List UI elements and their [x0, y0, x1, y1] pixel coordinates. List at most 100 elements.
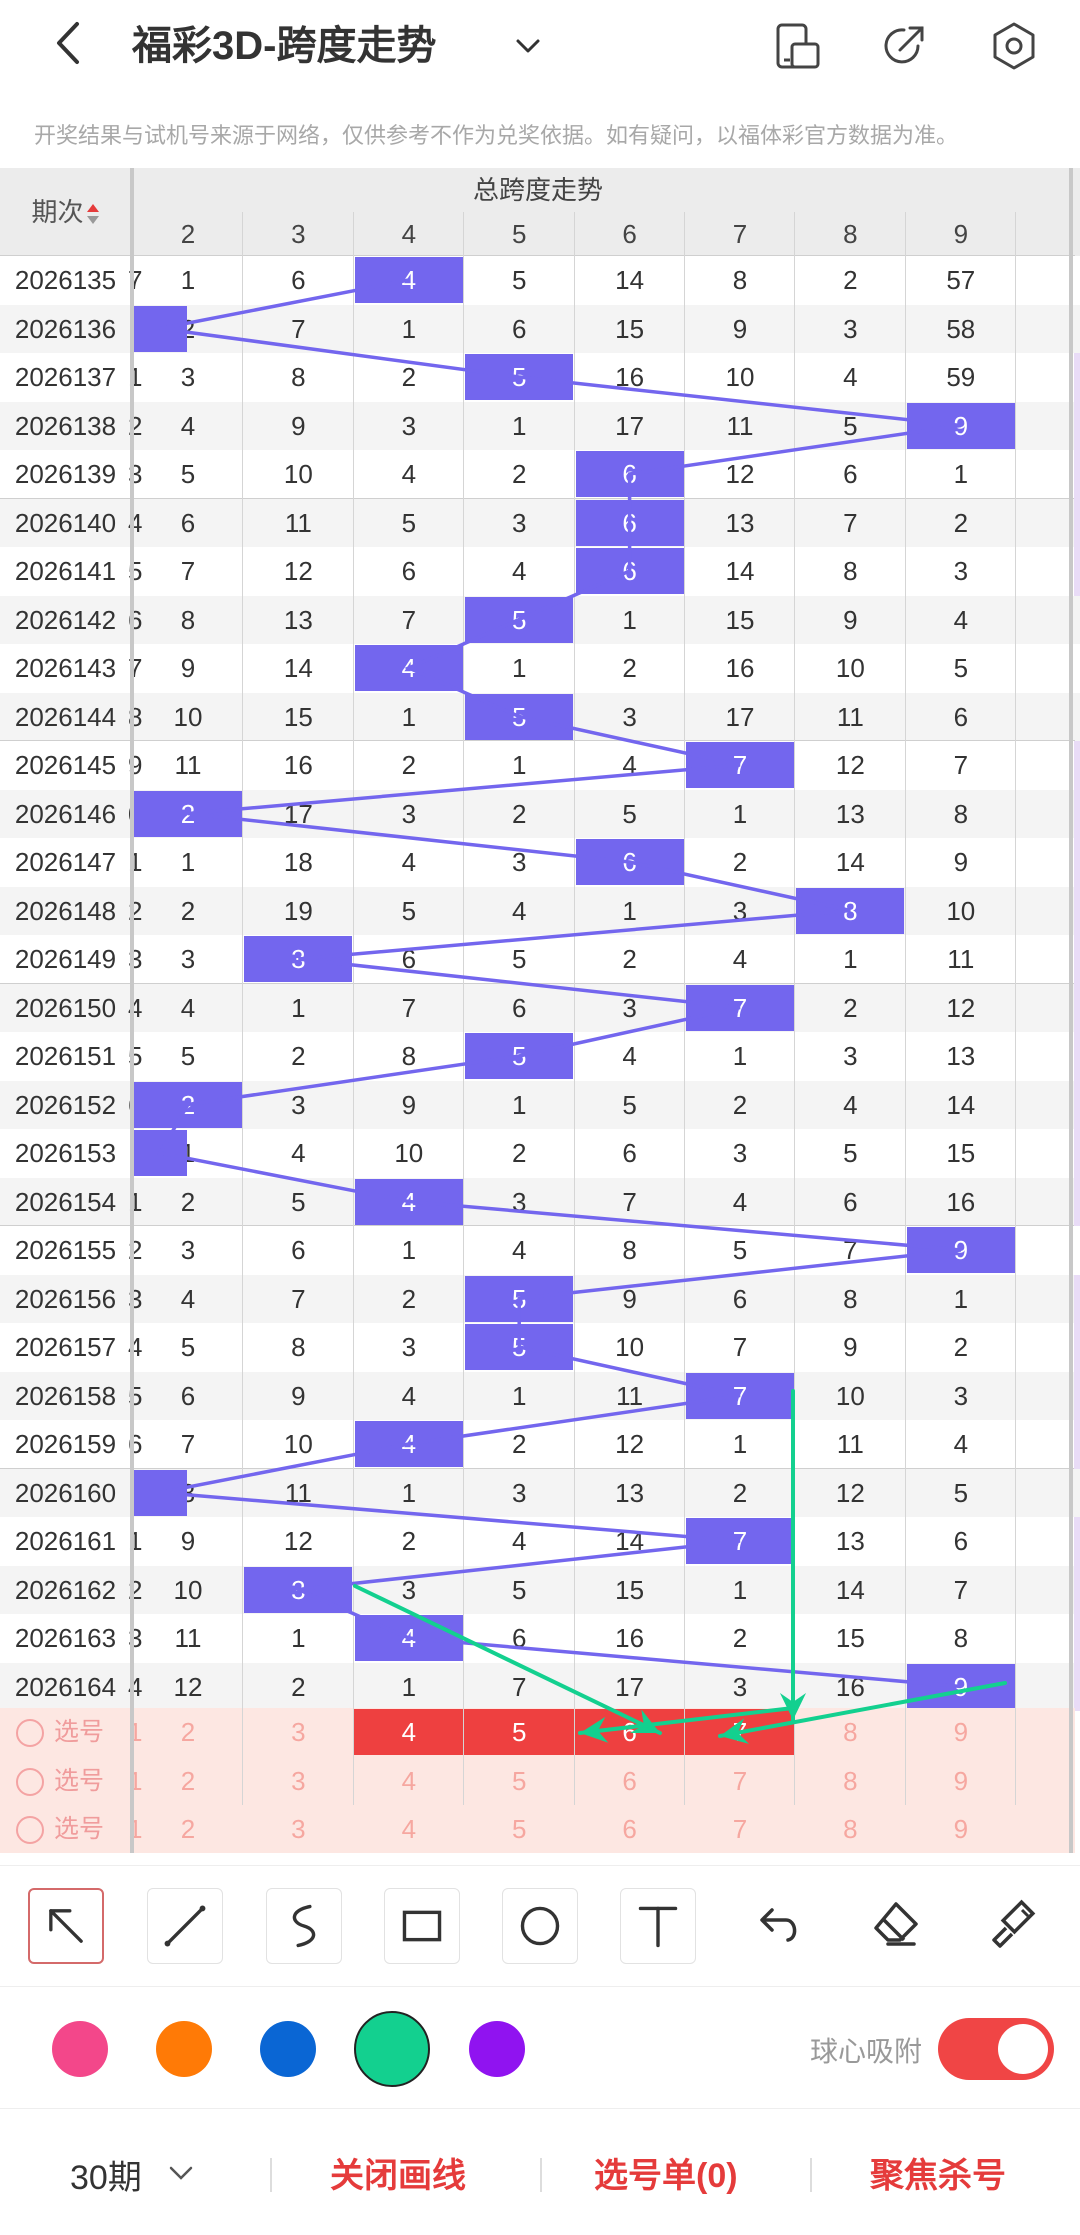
magnet-toggle[interactable] — [938, 2018, 1054, 2080]
hit-ball[interactable]: 2 — [134, 790, 242, 837]
table-cell[interactable]: 11 — [836, 1429, 864, 1459]
table-cell[interactable]: 6 — [180, 507, 196, 538]
table-cell[interactable]: 15 — [946, 1138, 976, 1168]
table-cell[interactable]: 9 — [180, 653, 196, 683]
hit-ball[interactable]: 4 — [354, 1421, 463, 1467]
table-cell[interactable]: 59 — [946, 362, 976, 392]
hit-ball[interactable]: 2 — [134, 1081, 242, 1128]
table-cell[interactable]: 15 — [835, 1623, 865, 1653]
table-cell[interactable]: 6 — [180, 1380, 196, 1411]
table-cell[interactable]: 7 — [622, 1186, 637, 1217]
table-cell[interactable]: 3 — [511, 507, 527, 538]
table-cell[interactable]: 5 — [180, 1332, 196, 1362]
hit-ball[interactable]: 5 — [465, 354, 574, 400]
color-swatch[interactable] — [52, 2021, 108, 2077]
table-cell[interactable]: 8 — [180, 604, 196, 635]
table-cell[interactable]: 1 — [401, 701, 417, 732]
table-cell[interactable]: 1 — [511, 410, 527, 441]
table-cell[interactable]: 6 — [401, 556, 417, 586]
select-cell[interactable]: 3 — [291, 1765, 306, 1796]
table-cell[interactable]: 8 — [291, 1332, 306, 1362]
table-cell[interactable]: 8 — [843, 1283, 858, 1314]
table-cell[interactable]: 2 — [622, 653, 637, 683]
table-cell[interactable]: 12 — [173, 1671, 203, 1702]
hit-ball[interactable]: 9 — [906, 402, 1015, 449]
table-cell[interactable]: 3 — [732, 1671, 748, 1702]
table-cell[interactable]: 2 — [291, 1041, 306, 1071]
table-cell[interactable]: 6 — [511, 992, 527, 1023]
table-cell[interactable]: 2 — [732, 1089, 748, 1120]
period-column-header[interactable]: 期次 — [0, 168, 131, 256]
table-cell[interactable]: 4 — [622, 1041, 637, 1071]
table-cell[interactable]: 16 — [283, 750, 313, 780]
table-cell[interactable]: 2 — [953, 507, 969, 538]
table-cell[interactable]: 2 — [401, 750, 417, 780]
chevron-down-icon[interactable] — [166, 2158, 196, 2188]
table-cell[interactable]: 9 — [401, 1089, 417, 1120]
table-cell[interactable]: 2 — [291, 1671, 306, 1702]
table-cell[interactable]: 13 — [283, 604, 313, 635]
table-cell[interactable]: 17 — [725, 701, 755, 732]
radio-circle-icon[interactable] — [16, 1767, 44, 1796]
hit-ball[interactable]: 6 — [575, 548, 684, 594]
table-cell[interactable]: 6 — [953, 1526, 969, 1556]
table-cell[interactable]: 57 — [946, 265, 976, 295]
table-cell[interactable]: 7 — [291, 1283, 306, 1314]
table-cell[interactable]: 3 — [953, 1380, 969, 1411]
table-cell[interactable]: 16 — [615, 1623, 645, 1653]
table-cell[interactable]: 5 — [511, 265, 527, 295]
table-cell[interactable]: 8 — [953, 798, 969, 829]
table-cell[interactable]: 4 — [511, 556, 527, 586]
select-cell[interactable]: 7 — [685, 1709, 795, 1755]
line-tool[interactable] — [147, 1888, 223, 1964]
table-cell[interactable]: 17 — [615, 1671, 645, 1702]
table-cell[interactable]: 6 — [622, 1138, 637, 1168]
table-cell[interactable]: 8 — [953, 1623, 969, 1653]
table-cell[interactable]: 3 — [401, 798, 417, 829]
table-cell[interactable]: 1 — [622, 604, 637, 635]
hit-ball[interactable]: 5 — [465, 693, 574, 740]
select-label[interactable]: 选号 — [16, 1708, 126, 1757]
select-cell[interactable]: 3 — [291, 1814, 306, 1844]
table-cell[interactable]: 10 — [946, 895, 976, 926]
curve-tool[interactable] — [266, 1888, 342, 1964]
table-cell[interactable]: 10 — [173, 701, 203, 732]
table-cell[interactable]: 14 — [946, 1089, 976, 1120]
select-cell[interactable]: 9 — [953, 1814, 969, 1844]
eraser-tool[interactable] — [858, 1888, 934, 1964]
period-select[interactable]: 30期 — [70, 2159, 142, 2197]
table-cell[interactable]: 4 — [401, 1380, 417, 1411]
select-cell[interactable]: 2 — [180, 1717, 196, 1747]
table-cell[interactable]: 11 — [174, 750, 202, 780]
table-cell[interactable]: 5 — [291, 1186, 306, 1217]
table-cell[interactable]: 4 — [401, 459, 417, 489]
table-cell[interactable]: 19 — [283, 895, 313, 926]
hit-ball[interactable]: 5 — [465, 596, 574, 643]
phone-icon[interactable] — [772, 20, 824, 72]
table-cell[interactable]: 9 — [843, 604, 858, 635]
table-cell[interactable]: 4 — [843, 362, 858, 392]
table-cell[interactable]: 1 — [401, 1235, 417, 1265]
table-cell[interactable]: 9 — [622, 1283, 637, 1314]
color-swatch[interactable] — [354, 2011, 430, 2087]
table-cell[interactable]: 9 — [291, 1380, 306, 1411]
table-cell[interactable]: 7 — [401, 992, 417, 1023]
table-cell[interactable]: 13 — [615, 1477, 645, 1508]
select-cell[interactable]: 8 — [843, 1814, 858, 1844]
select-cell[interactable]: 2 — [180, 1765, 196, 1796]
select-cell[interactable]: 4 — [401, 1765, 417, 1796]
table-cell[interactable]: 1 — [511, 1380, 527, 1411]
table-cell[interactable]: 17 — [283, 798, 313, 829]
table-cell[interactable]: 1 — [732, 1574, 748, 1605]
table-cell[interactable]: 58 — [946, 313, 976, 344]
table-cell[interactable]: 11 — [726, 410, 754, 441]
table-cell[interactable]: 4 — [511, 1235, 527, 1265]
table-cell[interactable]: 5 — [843, 1138, 858, 1168]
table-cell[interactable]: 11 — [174, 1623, 202, 1653]
table-cell[interactable]: 5 — [180, 1041, 196, 1071]
select-cell[interactable]: 7 — [732, 1814, 748, 1844]
table-cell[interactable]: 7 — [732, 1332, 748, 1362]
table-cell[interactable]: 7 — [291, 313, 306, 344]
hit-ball[interactable]: 6 — [575, 839, 684, 885]
undo-tool[interactable] — [740, 1888, 816, 1964]
